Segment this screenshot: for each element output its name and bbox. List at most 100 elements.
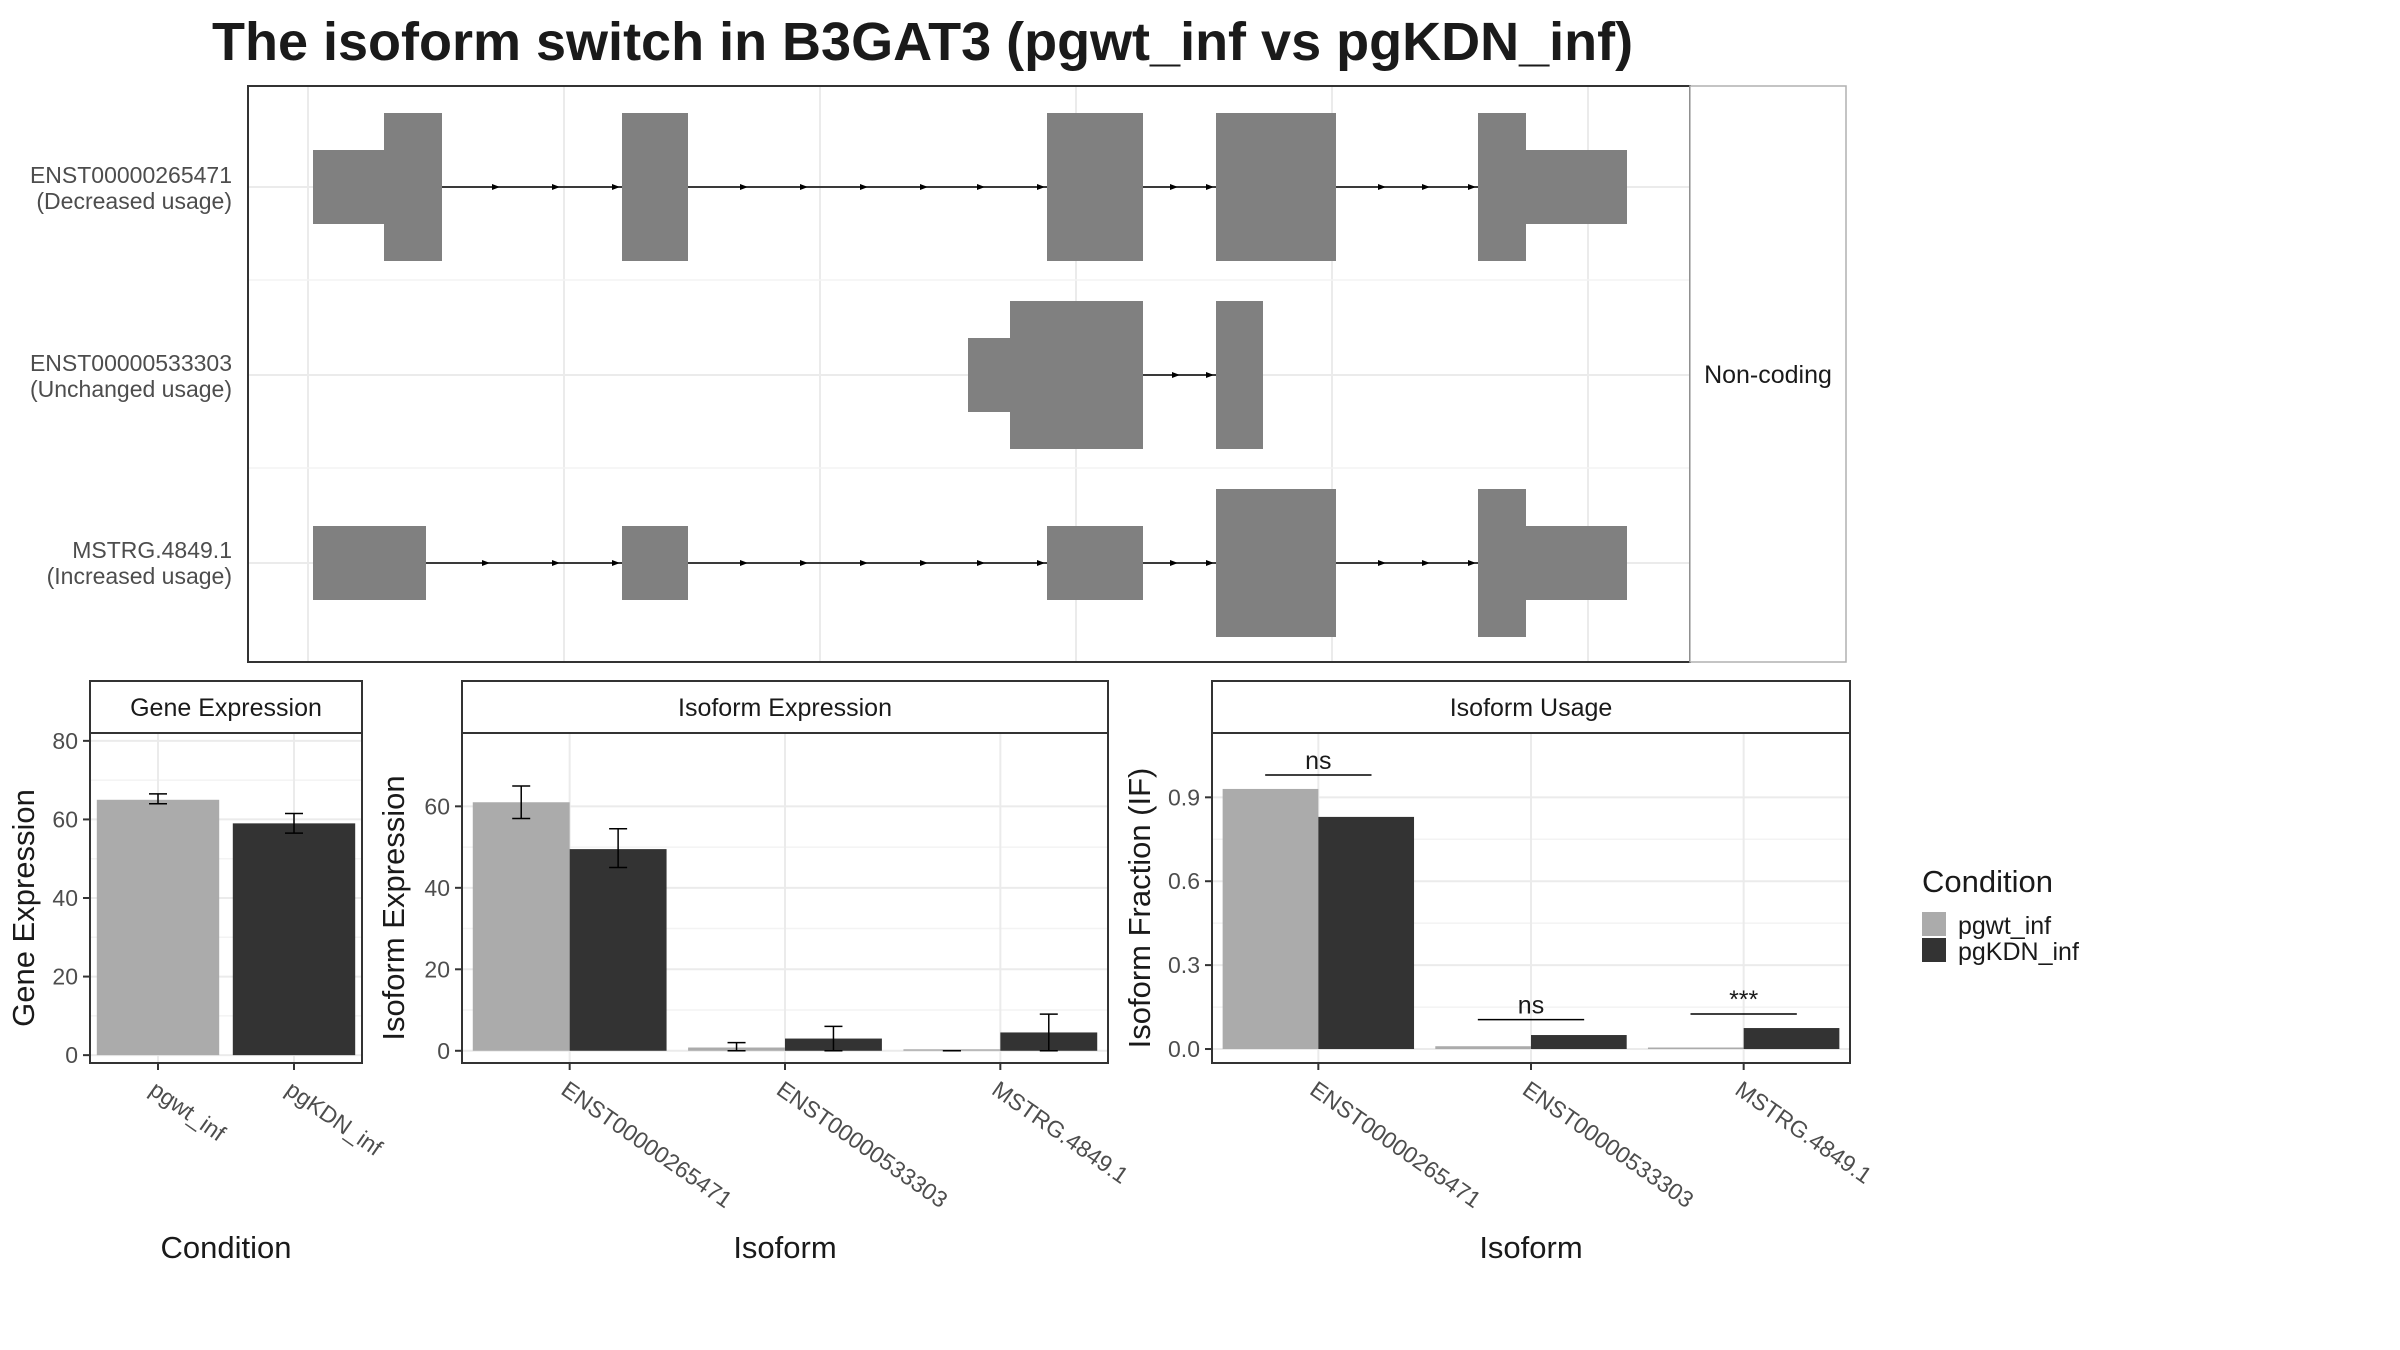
exon-block xyxy=(1478,150,1627,224)
intron-direction-arrow xyxy=(800,184,808,190)
intron-direction-arrow xyxy=(740,560,748,566)
legend-title: Condition xyxy=(1922,864,2053,899)
x-tick-label: ENST00000533303 xyxy=(1518,1076,1698,1213)
intron-direction-arrow xyxy=(977,560,985,566)
intron-direction-arrow xyxy=(1378,184,1386,190)
exon-block xyxy=(1047,113,1143,261)
legend-swatch-pgkdn-inf xyxy=(1922,938,1946,962)
structure-panel: Non-coding ENST00000265471 (Decreased us… xyxy=(30,85,1847,663)
y-axis-title: Gene Expression xyxy=(6,789,41,1027)
exon-block xyxy=(384,113,442,261)
y-tick-label: 20 xyxy=(424,956,450,982)
y-tick-label: 0.6 xyxy=(1168,868,1200,894)
panel-gene-expression: Gene Expression 0 20 40 60 80 pgwt_inf pgKDN_in… xyxy=(6,680,388,1265)
strip-label: Gene Expression xyxy=(130,694,322,722)
x-tick-label: ENST00000265471 xyxy=(557,1076,737,1213)
panel-isoform-expression: Isoform Expression 0 20 40 60 ENST00000265471… xyxy=(376,680,1133,1265)
intron-direction-arrow xyxy=(1206,560,1214,566)
intron-direction-arrow xyxy=(492,184,500,190)
intron-direction-arrow xyxy=(977,184,985,190)
x-tick-label: ENST00000265471 xyxy=(1305,1076,1485,1213)
bar-pgKDN_inf xyxy=(1531,1035,1627,1050)
intron-direction-arrow xyxy=(1206,372,1214,378)
isoform-label-2-id: ENST00000533303 xyxy=(30,350,232,376)
isoform-label-2-usage: (Unchanged usage) xyxy=(30,376,232,402)
intron-direction-arrow xyxy=(1378,560,1386,566)
exon-block xyxy=(1047,526,1143,600)
exon-block xyxy=(622,526,688,600)
bar-pgwt_inf xyxy=(1222,788,1319,1050)
intron-direction-arrow xyxy=(800,560,808,566)
panel-isoform-usage: Isoform Usage ns ns *** 0.0 0.3 0.6 0.9 ENST0000… xyxy=(1122,680,1877,1265)
y-tick-label: 0 xyxy=(437,1038,450,1064)
significance-label: *** xyxy=(1729,986,1758,1014)
bar-pgwt_inf xyxy=(1435,1046,1531,1050)
significance-label: ns xyxy=(1305,747,1331,775)
y-tick-label: 40 xyxy=(52,885,78,911)
legend-swatch-pgwt-inf xyxy=(1922,912,1946,936)
isoform-label-3-id: MSTRG.4849.1 xyxy=(72,537,232,563)
exon-block xyxy=(1216,489,1336,637)
x-tick-label: pgKDN_inf xyxy=(281,1076,388,1161)
legend: Condition pgwt_inf pgKDN_inf xyxy=(1922,864,2079,966)
x-tick-label: MSTRG.4849.1 xyxy=(987,1076,1133,1189)
intron-direction-arrow xyxy=(1206,184,1214,190)
y-tick-label: 20 xyxy=(52,964,78,990)
intron-direction-arrow xyxy=(1170,184,1178,190)
bar-pgwt_inf xyxy=(96,799,220,1056)
isoform-label-1-usage: (Decreased usage) xyxy=(36,188,232,214)
bar-pgwt_inf xyxy=(472,802,570,1051)
significance-label: ns xyxy=(1518,992,1544,1020)
intron-direction-arrow xyxy=(1172,372,1180,378)
intron-direction-arrow xyxy=(1468,560,1476,566)
strip-label: Isoform Expression xyxy=(678,694,892,722)
x-tick-label: ENST00000533303 xyxy=(772,1076,952,1213)
legend-label-pgwt-inf: pgwt_inf xyxy=(1958,912,2051,940)
y-axis-title: Isoform Fraction (IF) xyxy=(1122,768,1157,1049)
y-tick-label: 0.9 xyxy=(1168,784,1200,810)
intron-direction-arrow xyxy=(1422,184,1430,190)
intron-direction-arrow xyxy=(920,184,928,190)
intron-direction-arrow xyxy=(552,560,560,566)
intron-direction-arrow xyxy=(1037,184,1045,190)
y-tick-label: 0.3 xyxy=(1168,952,1200,978)
bar-pgKDN_inf xyxy=(569,849,667,1051)
structure-side-strip xyxy=(1689,85,1847,663)
intron-direction-arrow xyxy=(552,184,560,190)
strip-label: Isoform Usage xyxy=(1450,694,1613,722)
legend-label-pgkdn-inf: pgKDN_inf xyxy=(1958,938,2079,966)
x-axis-title: Condition xyxy=(161,1230,292,1265)
intron-direction-arrow xyxy=(860,560,868,566)
bar-pgwt_inf xyxy=(1647,1047,1744,1050)
exon-block xyxy=(313,526,426,600)
x-axis-title: Isoform xyxy=(733,1230,836,1265)
intron-direction-arrow xyxy=(920,560,928,566)
x-tick-label: MSTRG.4849.1 xyxy=(1731,1076,1877,1189)
bar-pgKDN_inf xyxy=(1743,1028,1840,1050)
y-axis-title: Isoform Expression xyxy=(376,775,411,1040)
intron-direction-arrow xyxy=(740,184,748,190)
x-tick-label: pgwt_inf xyxy=(145,1076,231,1147)
bar-pgKDN_inf xyxy=(232,823,356,1056)
intron-direction-arrow xyxy=(612,560,620,566)
y-tick-label: 60 xyxy=(424,793,450,819)
x-axis-title: Isoform xyxy=(1479,1230,1582,1265)
y-tick-label: 80 xyxy=(52,728,78,754)
strip-background xyxy=(89,680,363,734)
isoform-label-3-usage: (Increased usage) xyxy=(47,563,232,589)
intron-direction-arrow xyxy=(860,184,868,190)
strip-background xyxy=(1211,680,1851,734)
exon-block xyxy=(1216,301,1263,449)
exon-block xyxy=(1478,526,1627,600)
intron-direction-arrow xyxy=(1037,560,1045,566)
y-tick-label: 40 xyxy=(424,875,450,901)
figure-title: The isoform switch in B3GAT3 (pgwt_inf v… xyxy=(212,12,1633,72)
intron-direction-arrow xyxy=(1468,184,1476,190)
intron-direction-arrow xyxy=(1170,560,1178,566)
exon-block xyxy=(622,113,688,261)
intron-direction-arrow xyxy=(1422,560,1430,566)
isoform-label-1-id: ENST00000265471 xyxy=(30,162,232,188)
exon-block xyxy=(1216,113,1336,261)
exon-block xyxy=(968,338,1010,412)
